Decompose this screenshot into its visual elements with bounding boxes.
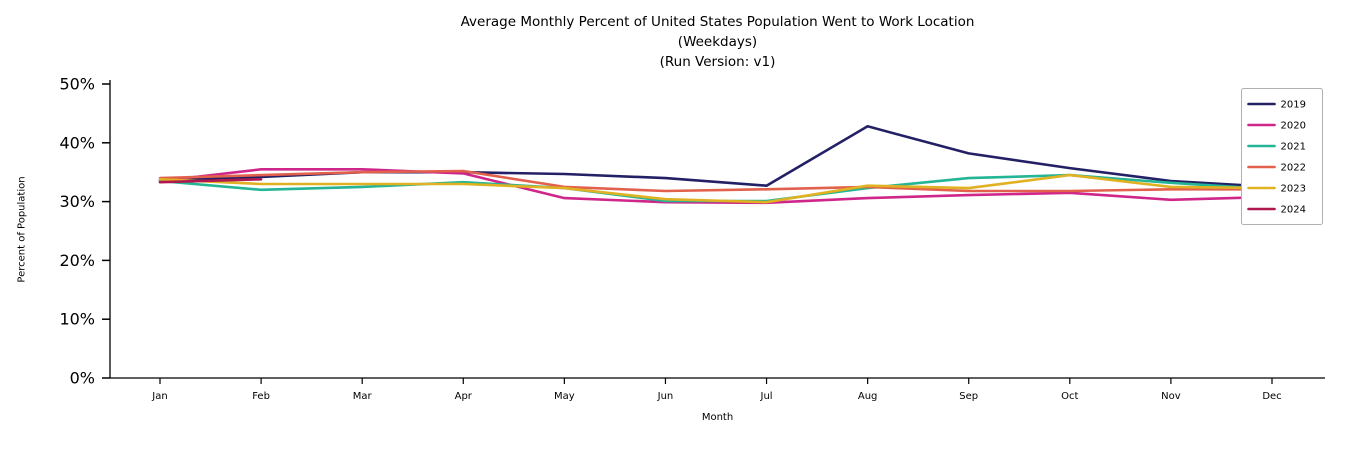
chart-title-line3: (Run Version: v1) xyxy=(659,54,776,70)
chart-title-line1: Average Monthly Percent of United States… xyxy=(460,14,975,30)
chart-title: Average Monthly Percent of United States… xyxy=(110,12,1325,72)
series-line-2023 xyxy=(158,173,1274,204)
y-tick-label: 50% xyxy=(59,75,95,94)
legend-label-2019: 2019 xyxy=(1281,100,1306,111)
legend-label-2022: 2022 xyxy=(1281,163,1306,174)
y-tick-label: 40% xyxy=(59,133,95,152)
x-axis-label: Month xyxy=(701,412,734,423)
x-tick-label: Aug xyxy=(858,391,878,402)
x-tick-label: Feb xyxy=(252,391,270,402)
series-line-2024 xyxy=(158,178,263,184)
x-tick-label: Mar xyxy=(353,391,373,402)
y-tick-label: 20% xyxy=(59,251,95,270)
y-tick-label: 30% xyxy=(59,192,95,211)
x-tick-label: Jan xyxy=(151,391,167,402)
series-line-2022 xyxy=(158,169,1274,193)
legend-label-2023: 2023 xyxy=(1281,184,1306,195)
legend: 2019 2020 2021 2022 2023 2024 xyxy=(1241,88,1323,225)
x-tick-label: Dec xyxy=(1262,391,1281,402)
legend-label-2020: 2020 xyxy=(1281,121,1306,132)
legend-label-2021: 2021 xyxy=(1281,142,1306,153)
y-tick-label: 10% xyxy=(59,310,95,329)
x-tick-label: Jul xyxy=(760,391,773,402)
x-tick-label: Oct xyxy=(1061,391,1078,402)
legend-box xyxy=(1241,88,1323,225)
x-tick-label: Sep xyxy=(959,391,978,402)
y-tick-label: 0% xyxy=(70,369,95,388)
x-tick-label: Apr xyxy=(455,391,473,402)
series-line-2020 xyxy=(158,168,1274,205)
legend-label-2024: 2024 xyxy=(1281,205,1306,216)
chart-title-line2: (Weekdays) xyxy=(677,34,758,50)
x-tick-label: Nov xyxy=(1161,391,1181,402)
y-axis-label: Percent of Population xyxy=(16,176,28,283)
x-tick-label: Jun xyxy=(657,391,674,402)
x-tick-label: May xyxy=(554,391,575,402)
